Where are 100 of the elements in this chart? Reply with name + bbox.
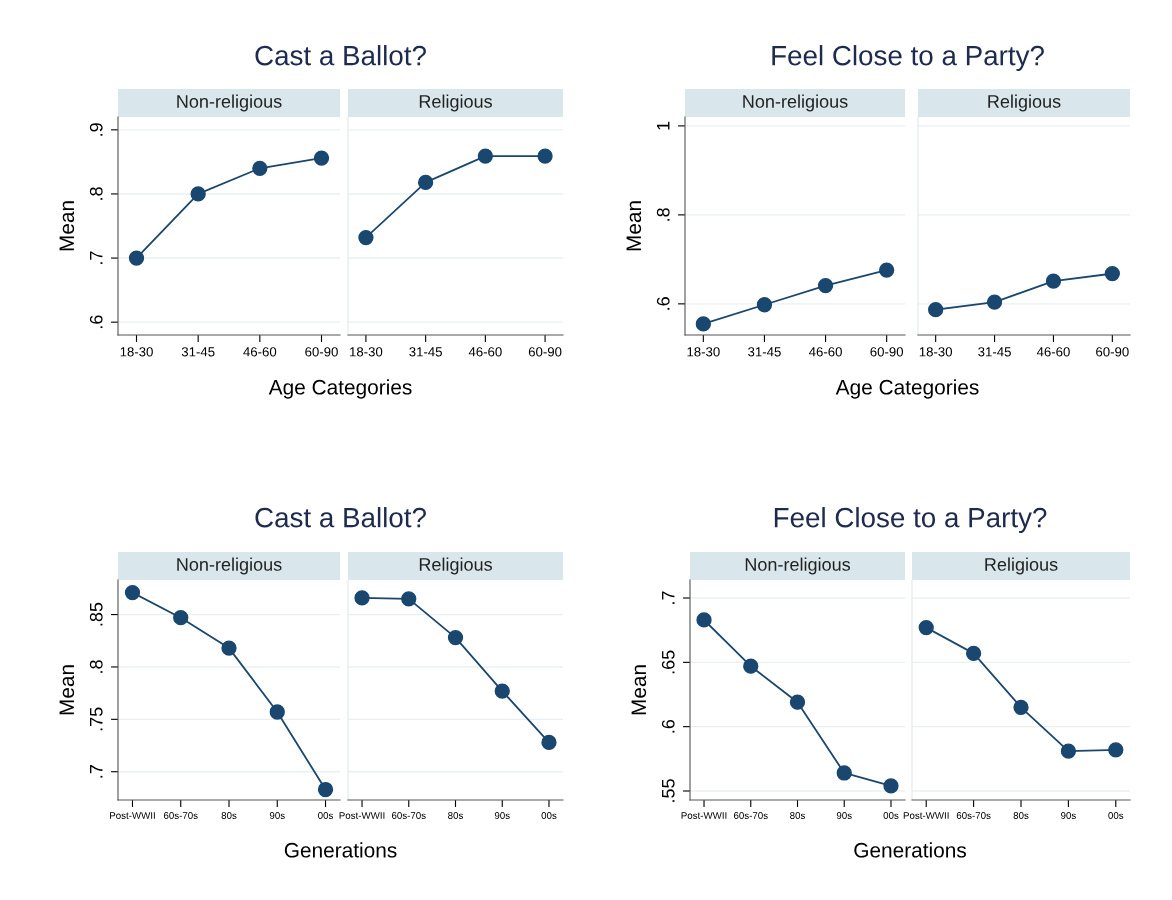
point <box>928 302 944 318</box>
point <box>1108 742 1124 758</box>
x-tick-label: 31-45 <box>748 347 781 357</box>
y-tick-label: .9 <box>89 123 103 136</box>
x-tick-label: 46-60 <box>243 347 277 357</box>
point <box>124 584 141 601</box>
point <box>1013 699 1029 716</box>
x-tick-label: 00s <box>1108 812 1124 819</box>
x-tick-label: 60-90 <box>870 347 904 357</box>
y-tick-label: .8 <box>89 187 103 200</box>
x-axis-title: Age Categories <box>268 379 412 399</box>
y-tick-label: 1 <box>657 121 670 130</box>
y-tick-label: .6 <box>89 315 103 329</box>
point <box>190 186 206 202</box>
point <box>743 658 759 674</box>
point <box>789 694 806 710</box>
x-axis-title: Generations <box>854 842 966 858</box>
y-tick-label: .85 <box>89 602 103 626</box>
point <box>269 704 285 720</box>
point <box>1104 265 1120 282</box>
x-tick-label: 31-45 <box>978 347 1011 357</box>
x-tick-label: 18-30 <box>687 347 720 357</box>
point <box>252 160 268 176</box>
x-tick-label: Post-WWII <box>339 812 385 819</box>
x-tick-label: 60-90 <box>1096 347 1129 357</box>
chart-title: Feel Close to a Party? <box>774 507 1047 533</box>
y-tick-label: .65 <box>661 650 675 674</box>
y-axis-title: Mean <box>59 201 75 251</box>
x-tick-label: 60s-70s <box>391 812 426 819</box>
y-axis-title: Mean <box>626 201 642 251</box>
chart-subtitle: Non-religious <box>743 94 848 112</box>
point <box>696 612 712 628</box>
y-tick-label: .7 <box>90 765 103 778</box>
x-axis-title: Age Categories <box>835 379 979 399</box>
point <box>1060 743 1077 759</box>
chart-subtitle: Religious <box>419 94 492 112</box>
x-tick-label: 60s-70s <box>163 812 198 819</box>
y-tick-label: .55 <box>662 779 675 802</box>
point <box>173 610 189 626</box>
x-tick-label: 60-90 <box>528 347 562 357</box>
y-tick-label: .7 <box>90 251 103 264</box>
point <box>1045 273 1062 289</box>
chart-subtitle: Non-religious <box>177 557 282 575</box>
y-tick-label: .6 <box>656 297 670 310</box>
x-tick-label: Post-WWII <box>110 812 155 819</box>
point <box>918 619 934 636</box>
point <box>494 683 510 699</box>
x-tick-label: 18-30 <box>350 347 383 357</box>
point <box>221 640 237 656</box>
x-tick-label: 90s <box>836 812 852 819</box>
point <box>817 277 834 294</box>
x-tick-label: Post-WWII <box>903 812 949 819</box>
x-tick-label: 90s <box>494 812 510 819</box>
point <box>541 734 557 751</box>
chart-subtitle: Religious <box>419 557 492 575</box>
point <box>317 781 334 798</box>
chart-title: Cast a Ballot? <box>255 45 426 66</box>
x-tick-label: 00s <box>318 812 334 819</box>
point <box>128 250 145 266</box>
x-axis-title: Generations <box>284 842 397 858</box>
x-tick-label: 90s <box>1061 812 1076 819</box>
chart-subtitle: Non-religious <box>177 94 282 112</box>
point <box>836 765 852 781</box>
chart-title: Feel Close to a Party? <box>772 45 1044 71</box>
point <box>447 629 464 646</box>
y-axis-title: Mean <box>631 665 647 715</box>
x-tick-label: 80s <box>221 812 237 819</box>
point <box>965 645 982 661</box>
x-tick-label: 80s <box>790 812 805 819</box>
x-tick-label: 18-30 <box>919 347 953 357</box>
y-tick-label: .7 <box>662 591 675 604</box>
y-tick-label: .8 <box>89 660 103 673</box>
x-tick-label: 31-45 <box>409 347 442 357</box>
x-tick-label: 18-30 <box>120 347 153 357</box>
x-tick-label: 80s <box>448 812 463 819</box>
y-tick-label: .6 <box>661 719 675 733</box>
x-tick-label: 00s <box>883 812 899 819</box>
point <box>883 778 899 794</box>
point <box>695 316 711 332</box>
point <box>879 262 895 278</box>
point <box>354 590 370 606</box>
x-tick-label: 90s <box>269 812 285 819</box>
x-tick-label: 31-45 <box>181 347 215 357</box>
chart-subtitle: Religious <box>985 557 1058 575</box>
x-tick-label: 60s-70s <box>733 812 768 819</box>
y-tick-label: .8 <box>656 208 670 221</box>
x-tick-label: Post-WWII <box>681 812 727 819</box>
x-tick-label: 46-60 <box>808 347 842 357</box>
y-tick-label: .75 <box>90 707 103 731</box>
point <box>313 150 330 166</box>
x-tick-label: 60-90 <box>305 347 338 357</box>
point <box>401 591 417 607</box>
x-tick-label: 00s <box>541 812 557 819</box>
x-tick-label: 46-60 <box>468 347 502 357</box>
x-tick-label: 80s <box>1013 812 1029 819</box>
x-tick-label: 46-60 <box>1036 347 1070 357</box>
x-tick-label: 60s-70s <box>956 812 991 819</box>
point <box>986 294 1003 310</box>
chart-title: Cast a Ballot? <box>255 507 426 528</box>
chart-subtitle: Religious <box>988 94 1061 112</box>
